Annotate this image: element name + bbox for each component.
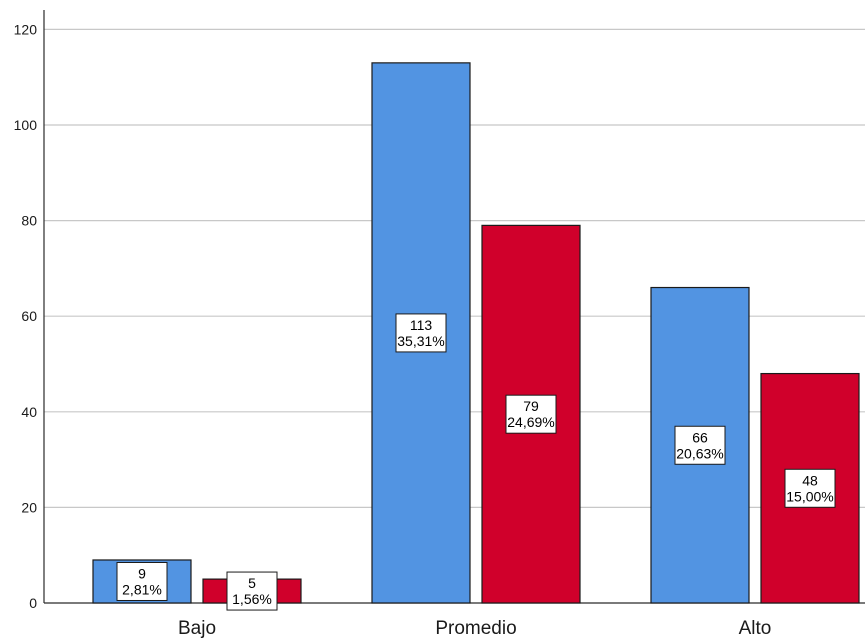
data-label-box [395, 313, 447, 353]
data-label-box [226, 571, 278, 611]
data-label-percent: 35,31% [397, 333, 444, 349]
data-label-count: 9 [138, 565, 146, 581]
data-label-box [674, 425, 726, 465]
y-tick-label: 100 [14, 117, 38, 133]
data-label-percent: 24,69% [507, 414, 554, 430]
x-category-label: Alto [739, 618, 772, 638]
y-tick-label: 20 [21, 499, 37, 515]
y-tick-label: 0 [29, 595, 37, 611]
data-label-box [505, 394, 557, 434]
y-tick-label: 80 [21, 213, 37, 229]
data-label-count: 5 [248, 575, 256, 591]
data-label-count: 48 [802, 472, 818, 488]
x-category-label: Promedio [435, 618, 516, 638]
data-label-box [784, 468, 836, 508]
y-tick-label: 40 [21, 404, 37, 420]
data-label-percent: 1,56% [232, 591, 272, 607]
data-label-percent: 15,00% [786, 488, 833, 504]
bars [92, 62, 860, 604]
x-category-label: Bajo [178, 618, 216, 638]
data-label-count: 79 [523, 398, 539, 414]
data-label-box [116, 561, 168, 601]
data-label-count: 66 [692, 429, 708, 445]
data-label-percent: 20,63% [676, 445, 723, 461]
data-label-count: 113 [410, 317, 433, 333]
y-tick-label: 60 [21, 308, 37, 324]
y-tick-label: 120 [14, 21, 38, 37]
data-label-percent: 2,81% [122, 581, 162, 597]
